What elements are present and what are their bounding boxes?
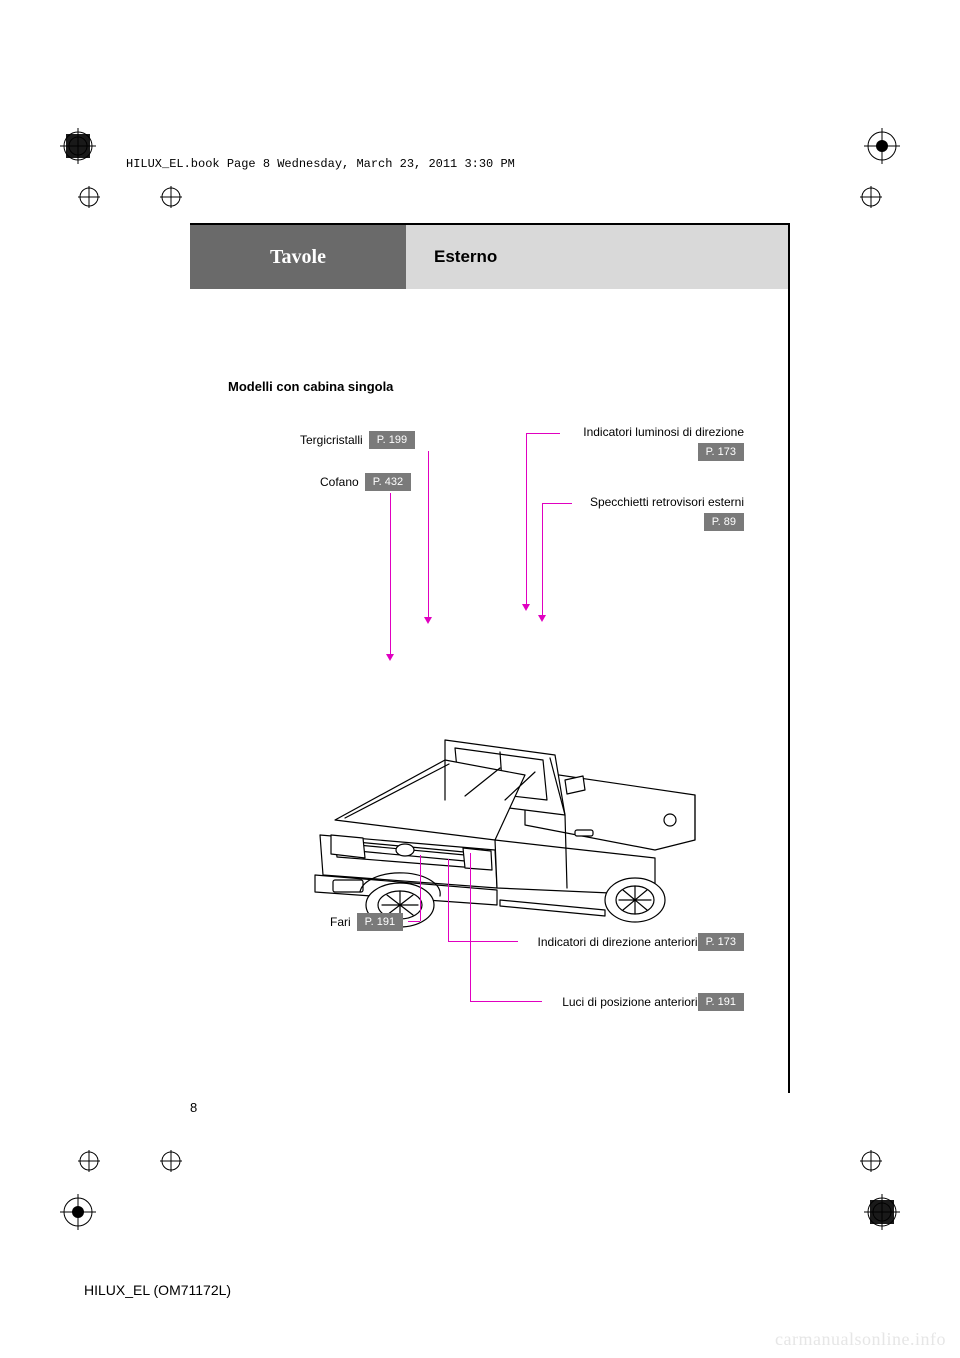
tab-secondary-label: Esterno [434,247,497,267]
arrow-turnsig [522,604,530,611]
regmark-tr2 [860,186,882,208]
regmark-tl2 [78,186,100,208]
regmark-bl2 [78,1150,100,1172]
callout-hood: Cofano P. 432 [320,473,411,491]
callout-hood-page[interactable]: P. 432 [365,473,411,491]
arrow-wipers [424,617,432,624]
callout-hood-label: Cofano [320,475,359,489]
callout-wipers-page[interactable]: P. 199 [369,431,415,449]
regmark-bl [60,1194,96,1230]
leader-frontpos-h [470,1001,542,1002]
tab-primary: Tavole [190,225,406,289]
footer-code: HILUX_EL (OM71172L) [84,1282,231,1298]
watermark: carmanualsonline.info [775,1329,946,1350]
regmark-tr [864,128,900,164]
page-frame: Tavole Esterno Modelli con cabina singol… [190,223,790,1093]
leader-wipers [428,451,429,618]
leader-mirrors-v [542,503,543,616]
leader-turnsig-v [526,433,527,605]
callout-front-position-page[interactable]: P. 191 [698,993,744,1011]
callout-front-position-label: Luci di posizione anteriori [562,995,697,1009]
callout-front-turn-page[interactable]: P. 173 [698,933,744,951]
callout-turn-signal-page[interactable]: P. 173 [698,443,744,461]
leader-hood [390,493,391,655]
tab-secondary: Esterno [406,225,788,289]
regmark-tl3 [160,186,182,208]
truck-illustration [265,700,705,940]
callout-mirrors-label: Specchietti retrovisori esterni [590,495,744,509]
callout-front-turn: Indicatori di direzione anteriori P. 173 [532,933,744,951]
callout-headlights-page[interactable]: P. 191 [357,913,403,931]
callout-front-turn-label: Indicatori di direzione anteriori [538,935,698,949]
page-number: 8 [190,1100,197,1115]
callout-headlights-label: Fari [330,915,351,929]
callout-turn-signal: Indicatori luminosi di direzione P. 173 [583,425,744,461]
leader-frontturn-h [448,941,518,942]
leader-frontturn-v [448,859,449,941]
tab-primary-label: Tavole [270,246,326,269]
regmark-tl [60,128,96,164]
leader-turnsig-h [526,433,560,434]
printer-header: HILUX_EL.book Page 8 Wednesday, March 23… [126,157,515,171]
callout-wipers: Tergicristalli P. 199 [300,431,415,449]
leader-frontpos-v [470,853,471,1001]
callout-turn-signal-label: Indicatori luminosi di direzione [583,425,744,439]
callout-mirrors-page[interactable]: P. 89 [704,513,744,531]
callout-wipers-label: Tergicristalli [300,433,363,447]
subtitle: Modelli con cabina singola [228,379,393,394]
regmark-bl3 [160,1150,182,1172]
callout-mirrors: Specchietti retrovisori esterni P. 89 [590,495,744,531]
leader-mirrors-h [542,503,572,504]
arrow-hood [386,654,394,661]
leader-fari-v [420,855,421,921]
leader-fari-h [408,921,420,922]
regmark-br [864,1194,900,1230]
arrow-mirrors [538,615,546,622]
callout-front-position: Luci di posizione anteriori P. 191 [556,993,744,1011]
tab-bar: Tavole Esterno [190,225,788,289]
callout-headlights: Fari P. 191 [330,913,403,931]
regmark-br2 [860,1150,882,1172]
diagram-area: Tergicristalli P. 199 Cofano P. 432 Indi… [190,415,788,1055]
